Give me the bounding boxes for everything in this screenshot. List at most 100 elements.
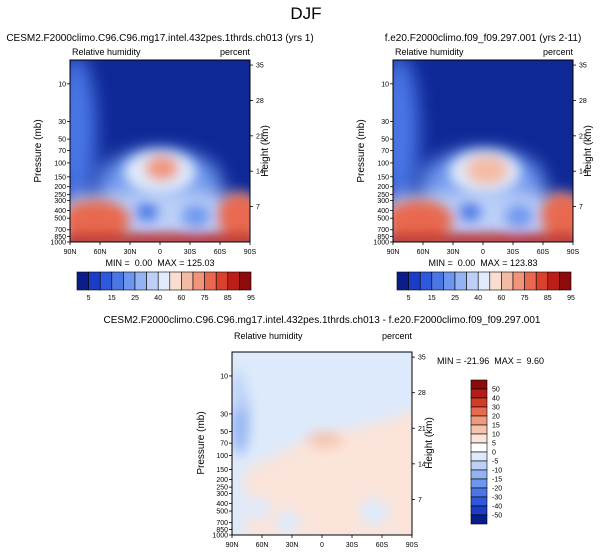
colorbar-label: -30: [492, 495, 502, 502]
y-tick-label-left: 500: [216, 509, 228, 516]
y-tick-label-left: 850: [216, 527, 228, 534]
colorbar-swatch: [239, 271, 252, 291]
variable-label: Relative humidity: [234, 331, 303, 341]
colorbar-label: -50: [492, 513, 502, 520]
colorbar-swatch: [470, 424, 488, 435]
colorbar-swatch: [470, 415, 488, 426]
units-label: percent: [382, 331, 413, 341]
field-blob: [276, 510, 300, 534]
y-tick-label-left: 850: [54, 234, 66, 241]
colorbar-label: 15: [492, 423, 500, 430]
y-tick-label-left: 300: [216, 491, 228, 498]
y-tick-label-left: 70: [381, 148, 389, 155]
panel-title: CESM2.F2000climo.C96.C96.mg17.intel.432p…: [6, 33, 313, 44]
units-label: percent: [220, 47, 251, 57]
panel-difference: CESM2.F2000climo.C96.C96.mg17.intel.432p…: [104, 315, 545, 549]
colorbar-swatch: [512, 271, 525, 291]
x-tick-label: 0: [158, 249, 162, 256]
colorbar-label: 75: [521, 295, 529, 302]
field-blob: [70, 200, 130, 240]
y-tick-label-left: 700: [377, 227, 389, 234]
colorbar-label: 60: [498, 295, 506, 302]
field-blob: [541, 193, 573, 239]
field-blob: [70, 60, 96, 205]
y-tick-label-left: 300: [377, 198, 389, 205]
x-tick-label: 60N: [417, 249, 430, 256]
colorbar-label: 10: [492, 432, 500, 439]
y-tick-label-right: 35: [256, 63, 264, 70]
colorbar-label: 95: [567, 295, 575, 302]
x-tick-label: 30N: [124, 249, 137, 256]
min-max-stats: MIN = 0.00 MAX = 125.03: [105, 258, 214, 268]
colorbar-label: 40: [154, 295, 162, 302]
y-tick-label-left: 400: [377, 208, 389, 215]
colorbar-label: 5: [407, 295, 411, 302]
colorbar-label: 0: [492, 450, 496, 457]
y-tick-label-left: 100: [216, 453, 228, 460]
units-label: percent: [543, 47, 574, 57]
colorbar-label: 20: [492, 414, 500, 421]
colorbar-swatch: [215, 271, 229, 291]
colorbar-swatch: [88, 271, 101, 291]
colorbar-swatch: [470, 397, 488, 408]
panel-test: CESM2.F2000climo.C96.C96.mg17.intel.432p…: [6, 33, 313, 302]
figure-title: DJF: [290, 4, 321, 23]
y-tick-label-left: 10: [381, 81, 389, 88]
colorbar-swatch: [157, 271, 171, 291]
variable-label: Relative humidity: [395, 47, 464, 57]
y-tick-label-right: 7: [418, 497, 422, 504]
field-blob: [70, 234, 250, 242]
colorbar-label: 30: [492, 405, 500, 412]
y-tick-label-left: 70: [58, 148, 66, 155]
colorbar-swatch: [470, 442, 488, 453]
colorbar-swatch: [559, 271, 572, 291]
colorbar-swatch: [454, 271, 467, 291]
axes: 90N 60N 30N 0 30S 60S 90S103050701001502002503…: [212, 355, 425, 549]
field-blob: [232, 370, 245, 414]
panel-control: f.e20.F2000climo.f09_f09.297.001 (yrs 2-…: [356, 33, 594, 302]
y-tick-label-left: 700: [54, 227, 66, 234]
y-tick-label-left: 50: [58, 137, 66, 144]
colorbar-swatch: [419, 271, 433, 291]
colorbar-label: 15: [428, 295, 436, 302]
y-tick-label-right: 14: [579, 169, 587, 176]
colorbar-swatch: [431, 271, 444, 291]
field-layer: [393, 60, 573, 242]
x-tick-label: 90S: [244, 249, 257, 256]
colorbar-swatch: [99, 271, 113, 291]
colorbar-swatch: [501, 271, 514, 291]
axes: 90N 60N 30N 0 30S 60S 90S103050701001502002503…: [373, 63, 586, 256]
x-tick-label: 60N: [256, 542, 269, 547]
y-tick-label-left: 400: [54, 208, 66, 215]
y-tick-label-left: 250: [377, 192, 389, 199]
colorbar-label: 5: [87, 295, 91, 302]
y-tick-label-left: 200: [377, 184, 389, 191]
x-tick-label: 60S: [376, 542, 389, 547]
colorbar-label: 25: [131, 295, 139, 302]
y-tick-label-left: 70: [220, 441, 228, 448]
field-blob: [307, 432, 343, 448]
colorbar-swatch: [227, 271, 240, 291]
colorbar-label: 75: [201, 295, 209, 302]
field-blob: [246, 496, 270, 520]
field-layer: [232, 352, 412, 535]
colorbar-label: -5: [492, 459, 498, 466]
y-tick-label-left: 500: [377, 216, 389, 223]
colorbar-swatch: [408, 271, 421, 291]
x-tick-label: 90N: [64, 249, 77, 256]
colorbar-swatch: [123, 271, 136, 291]
y-tick-label-left: 200: [54, 184, 66, 191]
field-blob: [136, 203, 158, 221]
colorbar-swatch: [470, 433, 488, 444]
axes: 90N 60N 30N 0 30S 60S 90S103050701001502002503…: [50, 63, 263, 256]
y-tick-label-right: 21: [256, 133, 264, 140]
colorbar-swatch: [470, 379, 488, 390]
colorbar-label: 40: [474, 295, 482, 302]
colorbar-label: -10: [492, 468, 502, 475]
x-tick-label: 90S: [406, 542, 419, 547]
colorbar-swatch: [470, 406, 488, 417]
field-blob: [218, 193, 250, 239]
x-tick-label: 30N: [286, 542, 299, 547]
colorbar-swatch: [396, 271, 409, 291]
